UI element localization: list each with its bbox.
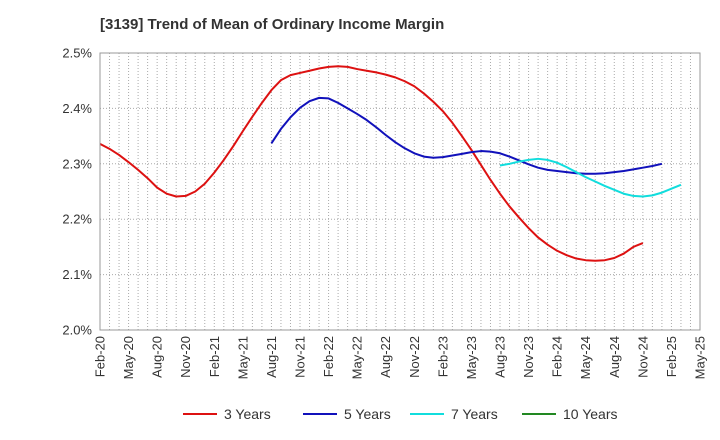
x-tick-label: Aug-20 [150, 336, 165, 378]
legend-label: 5 Years [344, 406, 391, 422]
x-tick-label: Feb-25 [664, 336, 679, 377]
y-tick-label: 2.3% [62, 156, 92, 171]
grid [100, 53, 700, 330]
x-tick-label: Aug-23 [493, 336, 508, 378]
x-tick-label: Nov-21 [293, 336, 308, 378]
legend-label: 7 Years [451, 406, 498, 422]
legend-label: 3 Years [224, 406, 271, 422]
x-tick-label: Aug-22 [378, 336, 393, 378]
x-tick-label: Feb-23 [435, 336, 450, 377]
x-tick-label: May-21 [235, 336, 250, 379]
series-line-3-years [99, 65, 644, 262]
x-tick-label: May-22 [350, 336, 365, 379]
x-tick-label: May-20 [121, 336, 136, 379]
x-tick-label: Feb-21 [207, 336, 222, 377]
series-line-5-years [270, 96, 663, 175]
y-tick-label: 2.1% [62, 267, 92, 282]
x-tick-label: May-25 [693, 336, 708, 379]
x-tick-label: Nov-23 [521, 336, 536, 378]
x-tick-label: Aug-24 [607, 336, 622, 378]
y-tick-label: 2.4% [62, 101, 92, 116]
x-tick-label: May-24 [578, 336, 593, 379]
x-tick-label: Aug-21 [264, 336, 279, 378]
series-line-7-years [499, 157, 682, 198]
y-tick-label: 2.2% [62, 212, 92, 227]
x-tick-label: Feb-20 [93, 336, 108, 377]
plot-frame [99, 52, 701, 331]
x-tick-label: Nov-22 [407, 336, 422, 378]
x-tick-label: Feb-24 [550, 336, 565, 377]
x-tick-label: May-23 [464, 336, 479, 379]
x-tick-label: Feb-22 [321, 336, 336, 377]
chart-title: [3139] Trend of Mean of Ordinary Income … [100, 16, 445, 33]
x-tick-label: Nov-24 [635, 336, 650, 378]
x-tick-label: Nov-20 [178, 336, 193, 378]
legend-label: 10 Years [563, 406, 618, 422]
y-tick-label: 2.0% [62, 323, 92, 338]
legend: 3 Years 5 Years 7 Years 10 Years [183, 406, 618, 422]
y-tick-label: 2.5% [62, 46, 92, 61]
